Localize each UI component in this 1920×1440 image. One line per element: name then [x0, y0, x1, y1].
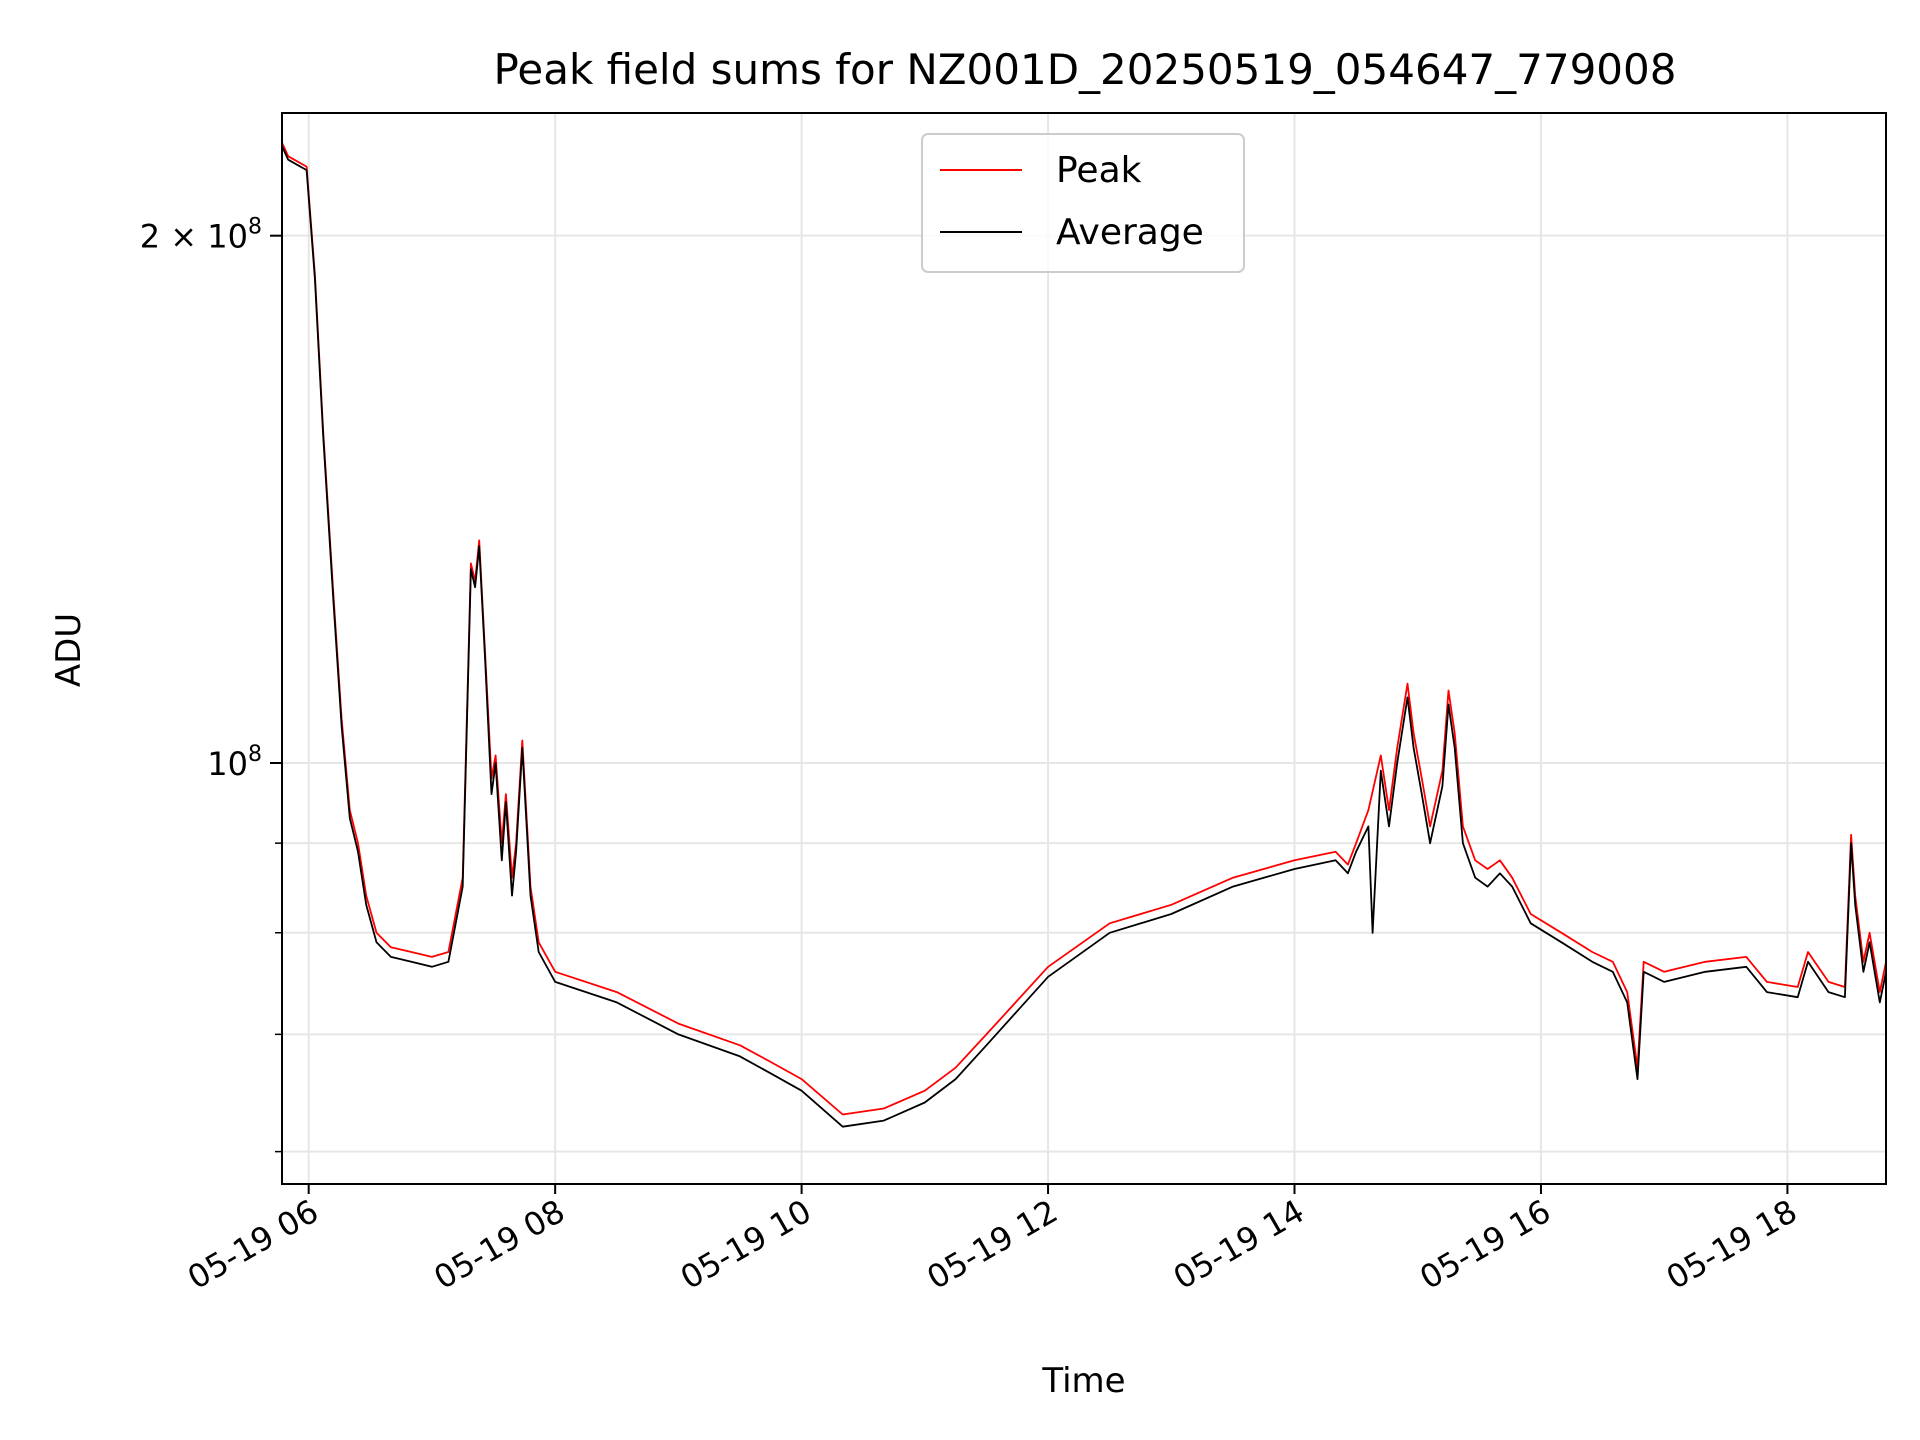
- y-tick-label-base: 10: [207, 745, 248, 783]
- y-tick-label: 2 × 108: [140, 215, 262, 256]
- legend-label-average: Average: [1056, 212, 1204, 253]
- legend: Peak Average: [921, 133, 1245, 273]
- series-group: [282, 142, 1886, 1128]
- y-tick-label-exponent: 8: [248, 215, 262, 240]
- y-tick-label-exponent: 8: [248, 742, 262, 767]
- x-axis-label: Time: [1041, 1361, 1125, 1401]
- series-line-peak: [282, 142, 1886, 1116]
- legend-box: [921, 133, 1245, 273]
- plot-frame: [281, 112, 1887, 1185]
- y-tick-label: 108: [207, 742, 262, 783]
- legend-label-peak: Peak: [1056, 150, 1142, 191]
- grid: [282, 113, 1886, 1184]
- y-axis-label: ADU: [49, 613, 89, 687]
- y-tick-label-base: 2 × 10: [140, 218, 248, 256]
- series-line-average: [282, 145, 1886, 1128]
- chart-title: Peak field sums for NZ001D_20250519_0546…: [494, 45, 1677, 94]
